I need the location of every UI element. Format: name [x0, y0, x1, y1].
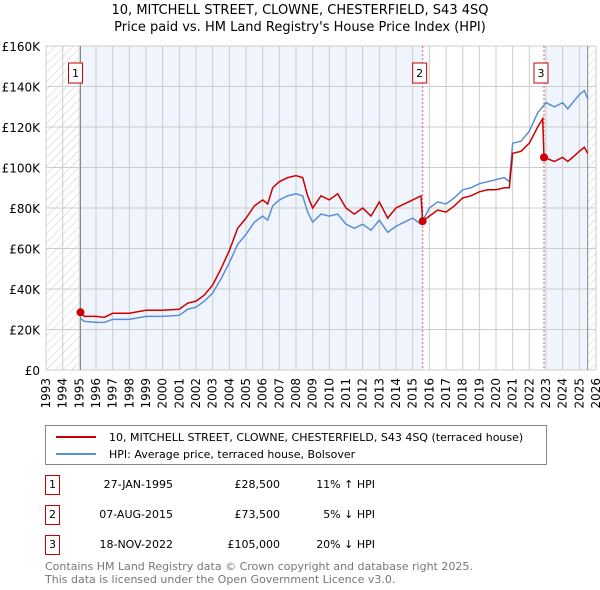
- x-tick-label: 1999: [139, 378, 153, 409]
- x-tick-label: 2013: [372, 378, 386, 409]
- x-tick-label: 2024: [556, 378, 570, 409]
- x-tick-label: 2006: [256, 378, 270, 409]
- sale-marker-box: 3: [45, 535, 60, 555]
- x-tick-label: 2019: [472, 378, 486, 409]
- x-tick-label: 2008: [289, 378, 303, 409]
- sale-point: [76, 308, 85, 317]
- sale-point: [418, 217, 427, 226]
- sale-label-box: [68, 62, 83, 84]
- x-tick-label: 2023: [539, 378, 553, 409]
- sale-marker-box: 2: [45, 505, 60, 525]
- chart-subtitle: Price paid vs. HM Land Registry's House …: [114, 20, 486, 35]
- sale-date: 18-NOV-2022: [99, 538, 173, 551]
- price-line: [79, 116, 589, 319]
- x-tick-label: 1993: [39, 378, 53, 409]
- y-tick-label: £40K: [9, 283, 41, 297]
- sale-date: 07-AUG-2015: [99, 508, 173, 521]
- x-tick-label: 2020: [489, 378, 503, 409]
- x-tick-label: 2026: [589, 378, 600, 409]
- y-tick-label: £60K: [9, 243, 41, 257]
- sale-label: 3: [538, 67, 545, 80]
- y-tick-label: £20K: [9, 324, 41, 338]
- x-tick-label: 2010: [322, 378, 336, 409]
- sale-point: [540, 153, 548, 162]
- x-tick-label: 2017: [439, 378, 453, 409]
- x-tick-label: 2016: [422, 378, 436, 409]
- y-tick-label: £160K: [2, 40, 42, 54]
- x-tick-label: 2000: [156, 378, 170, 409]
- sale-hpi: 5% ↓ HPI: [323, 508, 375, 521]
- hpi-line: [80, 89, 589, 324]
- y-tick-label: £100K: [2, 162, 42, 176]
- legend-red-line: [56, 436, 96, 438]
- x-tick-label: 2007: [272, 378, 286, 409]
- sale-label: 1: [72, 67, 79, 80]
- x-tick-label: 2009: [306, 378, 320, 409]
- x-tick-label: 2001: [172, 378, 186, 409]
- sale-hpi: 11% ↑ HPI: [316, 478, 375, 491]
- x-tick-label: 1997: [106, 378, 120, 409]
- sale-hpi: 20% ↓ HPI: [316, 538, 375, 551]
- footer-line: Contains HM Land Registry data © Crown c…: [45, 560, 473, 573]
- x-tick-label: 2002: [189, 378, 203, 409]
- x-tick-label: 2022: [522, 378, 536, 409]
- y-tick-label: £120K: [2, 121, 42, 135]
- legend: 10, MITCHELL STREET, CLOWNE, CHESTERFIEL…: [45, 425, 547, 465]
- footer: Contains HM Land Registry data © Crown c…: [45, 560, 473, 586]
- x-tick-label: 2014: [389, 378, 403, 409]
- sale-marker-box: 1: [45, 475, 60, 495]
- y-tick-label: £140K: [2, 81, 42, 95]
- x-tick-label: 2005: [239, 378, 253, 409]
- x-tick-label: 2011: [339, 378, 353, 409]
- chart-title: 10, MITCHELL STREET, CLOWNE, CHESTERFIEL…: [111, 3, 489, 18]
- sale-label: 2: [416, 67, 423, 80]
- footer-line: This data is licensed under the Open Gov…: [45, 573, 396, 586]
- x-tick-label: 2025: [572, 378, 586, 409]
- sale-date: 27-JAN-1995: [103, 478, 173, 491]
- x-tick-label: 2012: [356, 378, 370, 409]
- x-tick-label: 2018: [456, 378, 470, 409]
- legend-hpi: HPI: Average price, terraced house, Bols…: [109, 447, 356, 461]
- y-tick-label: £80K: [9, 202, 41, 216]
- x-tick-label: 1996: [89, 378, 103, 409]
- x-tick-label: 1994: [56, 378, 70, 409]
- x-tick-label: 2015: [406, 378, 420, 409]
- sale-label-box: [412, 62, 428, 84]
- sale-label-box: [533, 62, 549, 84]
- sale-price: £73,500: [234, 508, 281, 521]
- price-chart: 1993 1994 1995 1996 1997 1998 1999 2000 2001 2002…: [2, 40, 600, 409]
- y-tick-label: £0: [25, 364, 40, 378]
- sale-price: £28,500: [234, 478, 281, 491]
- x-tick-label: 2021: [506, 378, 520, 409]
- legend-property: 10, MITCHELL STREET, CLOWNE, CHESTERFIEL…: [109, 430, 524, 444]
- x-tick-label: 2003: [206, 378, 220, 409]
- x-tick-label: 1998: [122, 378, 136, 409]
- x-tick-label: 1995: [72, 378, 86, 409]
- sale-price: £105,000: [227, 538, 281, 551]
- legend-blue-line: [56, 453, 96, 455]
- x-tick-label: 2004: [222, 378, 236, 409]
